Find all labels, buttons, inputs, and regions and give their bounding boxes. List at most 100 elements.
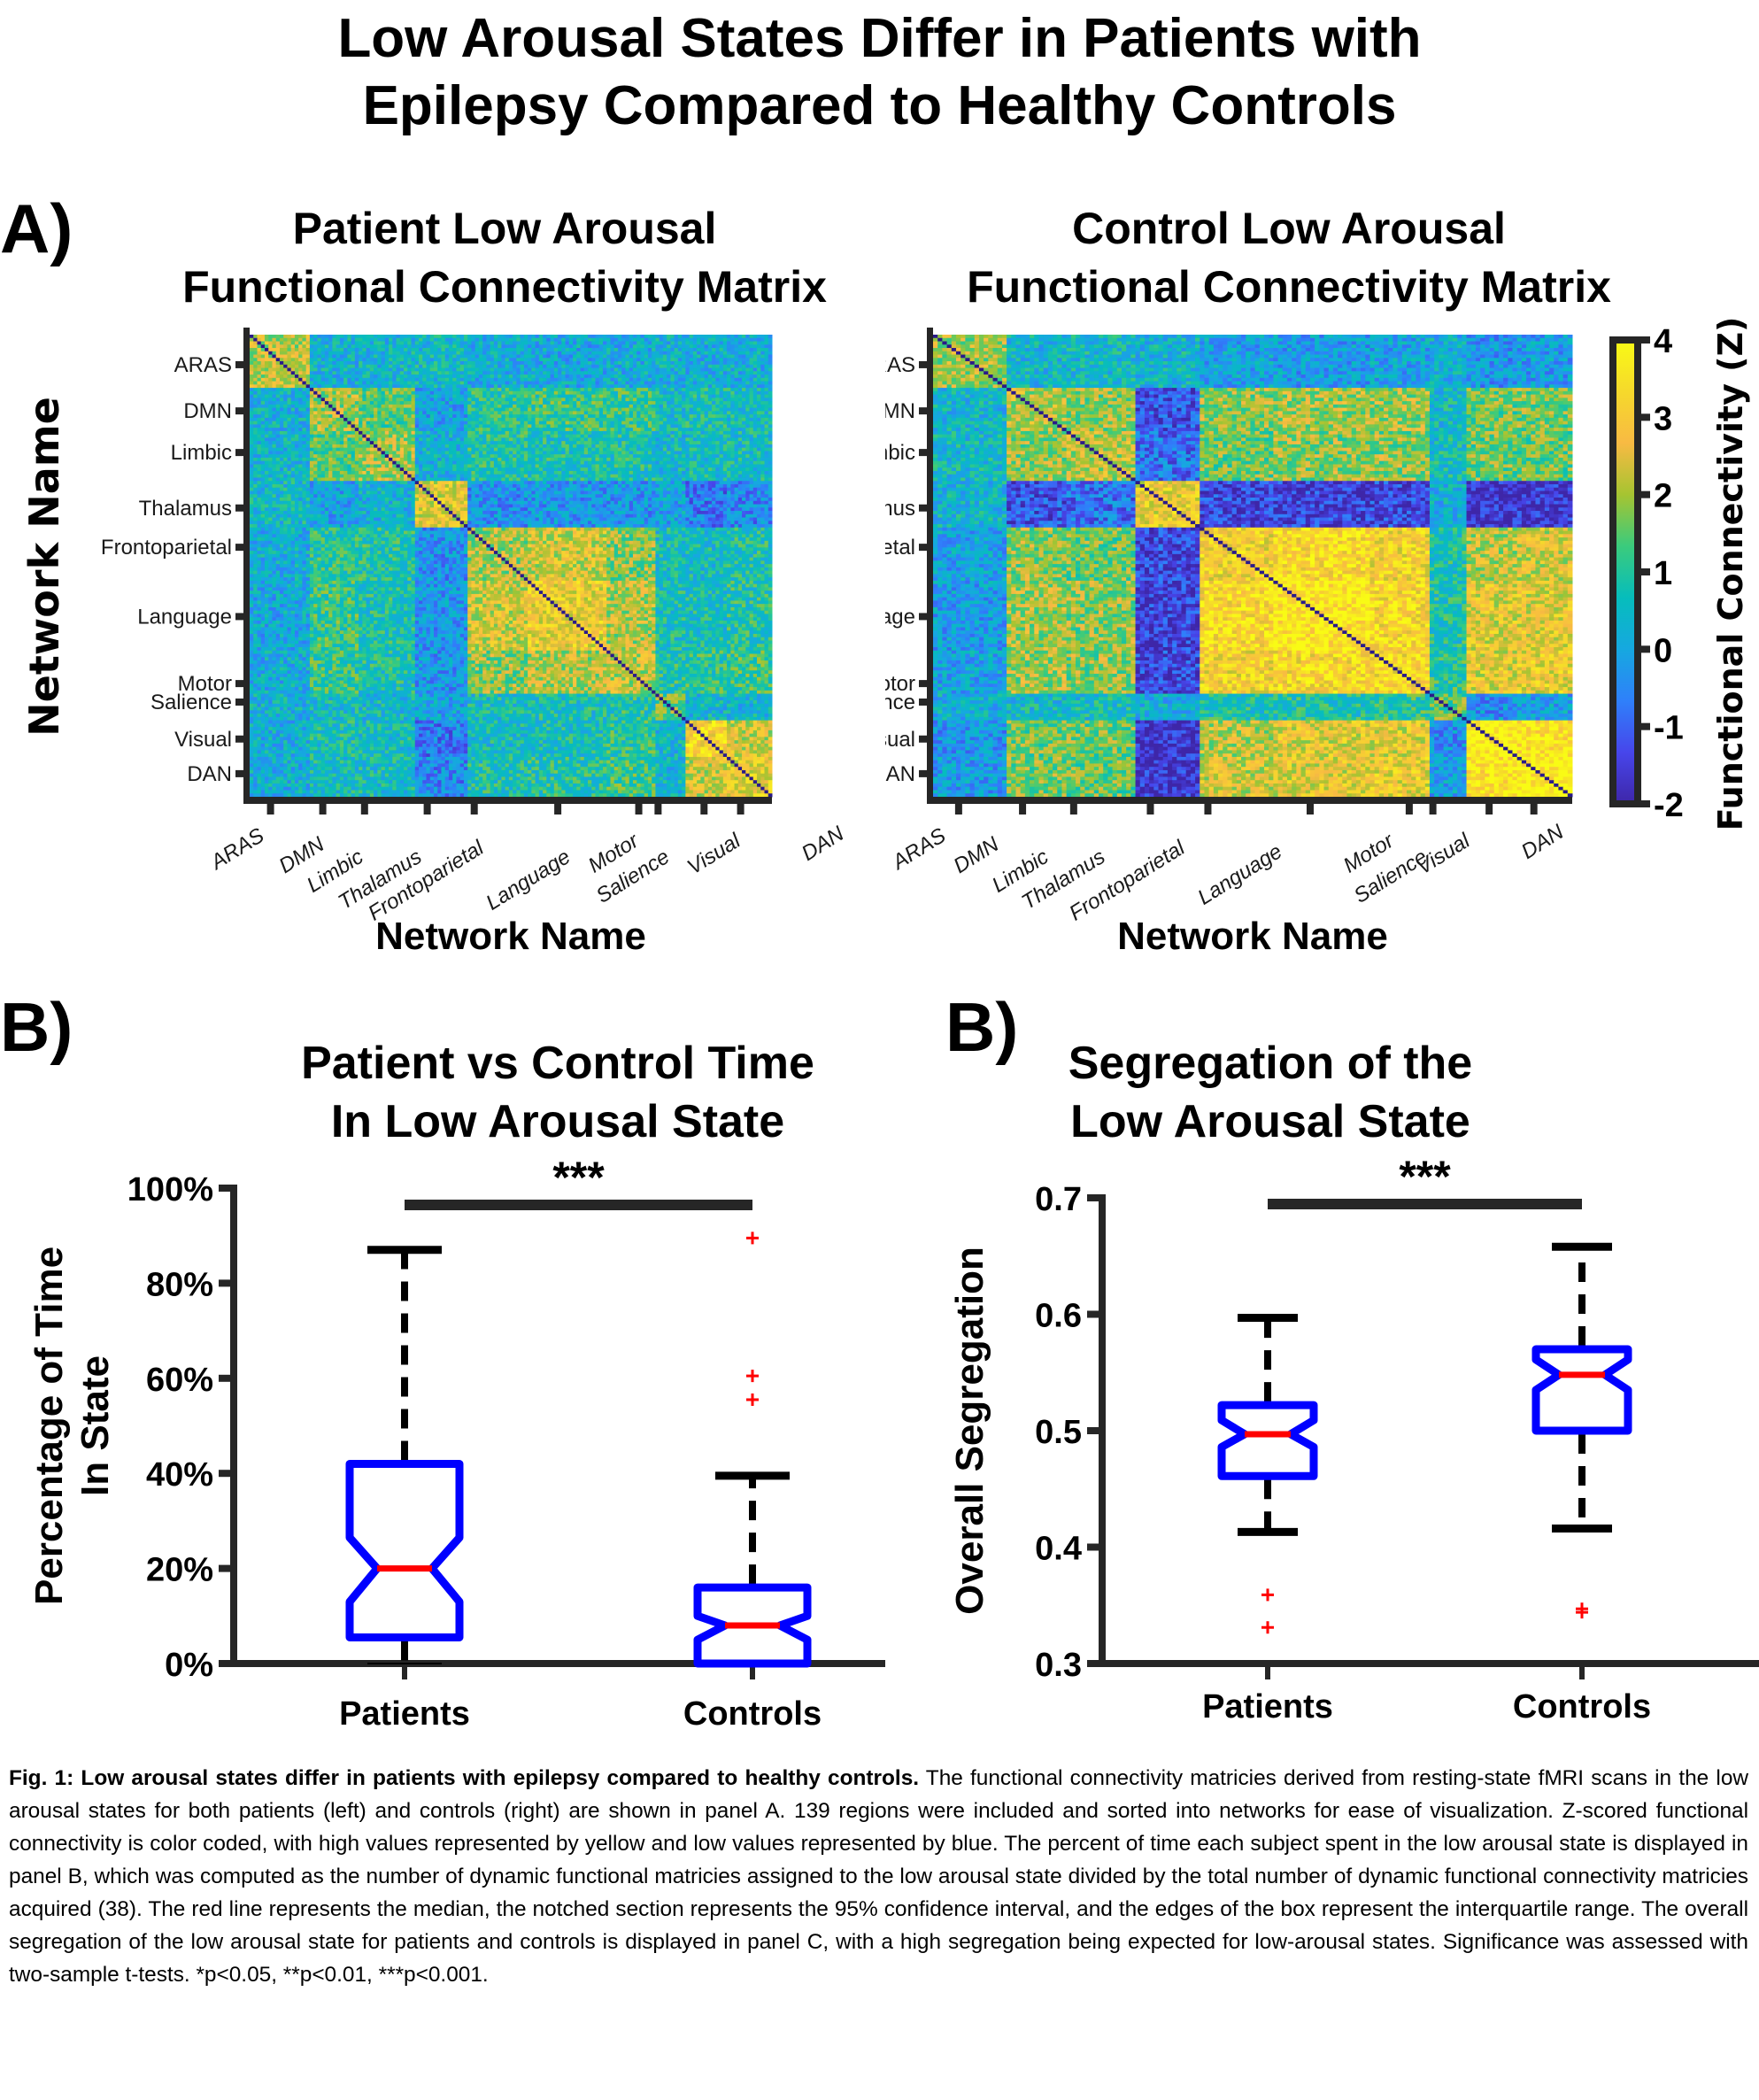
heatmap-cell	[486, 394, 491, 398]
heatmap-cell	[734, 341, 739, 345]
heatmap-cell	[260, 381, 266, 385]
heatmap-cell	[764, 430, 769, 436]
heatmap-cell	[727, 335, 731, 339]
heatmap-cell	[414, 364, 420, 369]
heatmap-cell	[674, 404, 679, 409]
heatmap-cell	[426, 417, 431, 422]
heatmap-cell	[670, 377, 675, 382]
heatmap-cell	[621, 341, 626, 345]
heatmap-cell	[305, 351, 311, 356]
heatmap-cell	[722, 381, 728, 385]
heatmap-cell	[606, 384, 611, 389]
heatmap-cell	[531, 351, 536, 356]
heatmap-cell	[670, 341, 675, 345]
heatmap-cell	[523, 354, 528, 359]
heatmap-cell	[558, 374, 562, 379]
heatmap-cell	[493, 337, 498, 343]
heatmap-cell	[463, 361, 468, 366]
heatmap-cell	[257, 361, 262, 366]
heatmap-cell	[704, 394, 709, 398]
heatmap-cell	[550, 424, 555, 428]
heatmap-cell	[768, 424, 773, 428]
heatmap-cell	[659, 364, 664, 369]
heatmap-cell	[482, 404, 487, 409]
heatmap-cell	[320, 394, 326, 398]
heatmap-cell	[490, 335, 495, 339]
heatmap-cell	[362, 394, 367, 398]
heatmap-cell	[478, 361, 483, 366]
heatmap-cell	[396, 441, 401, 445]
heatmap-cell	[644, 401, 649, 405]
heatmap-cell	[396, 341, 401, 345]
heatmap-cell	[493, 371, 498, 375]
heatmap-cell	[389, 381, 393, 385]
heatmap-cell	[752, 390, 758, 396]
heatmap-cell	[513, 404, 517, 409]
heatmap-cell	[268, 344, 273, 349]
heatmap-cell	[583, 335, 589, 339]
heatmap-cell	[392, 335, 397, 339]
heatmap-cell	[760, 398, 766, 402]
heatmap-cell	[598, 335, 604, 339]
heatmap-cell	[392, 371, 397, 375]
heatmap-cell	[576, 424, 582, 428]
heatmap-cell	[730, 401, 736, 405]
heatmap-cell	[505, 441, 510, 445]
heatmap-cell	[722, 424, 728, 428]
heatmap-cell	[478, 430, 483, 436]
heatmap-cell	[583, 348, 589, 352]
heatmap-cell	[260, 358, 266, 362]
heatmap-cell	[727, 344, 731, 349]
heatmap-cell	[404, 351, 408, 356]
heatmap-cell	[598, 444, 604, 449]
heatmap-cell	[625, 344, 630, 349]
heatmap-cell	[685, 337, 690, 343]
heatmap-cell	[700, 354, 706, 359]
heatmap-cell	[715, 390, 721, 396]
heatmap-cell	[448, 388, 453, 392]
heatmap-cell	[505, 354, 510, 359]
heatmap-cell	[727, 447, 731, 452]
heatmap-cell	[561, 444, 567, 449]
heatmap-cell	[629, 384, 634, 389]
heatmap-cell	[573, 421, 577, 425]
heatmap-cell	[305, 394, 311, 398]
heatmap-cell	[685, 447, 690, 452]
heatmap-cell	[697, 335, 701, 339]
heatmap-cell	[704, 437, 709, 442]
heatmap-cell	[576, 394, 582, 398]
heatmap-cell	[685, 407, 690, 412]
heatmap-cell	[264, 361, 269, 366]
heatmap-cell	[652, 444, 656, 449]
heatmap-cell	[298, 394, 303, 398]
heatmap-cell	[429, 337, 435, 343]
heatmap-cell	[636, 411, 641, 415]
heatmap-cell	[268, 367, 273, 372]
heatmap-cell	[550, 351, 555, 356]
heatmap-cell	[272, 388, 277, 392]
heatmap-cell	[535, 371, 540, 375]
heatmap-cell	[730, 384, 736, 389]
heatmap-cell	[290, 390, 296, 396]
heatmap-cell	[257, 421, 262, 425]
heatmap-cell	[757, 428, 761, 432]
heatmap-cell	[399, 388, 405, 392]
heatmap-cell	[471, 394, 476, 398]
heatmap-cell	[490, 348, 495, 352]
heatmap-cell	[505, 337, 510, 343]
heatmap-cell	[617, 444, 622, 449]
heatmap-cell	[662, 374, 667, 379]
heatmap-cell	[647, 367, 652, 372]
heatmap-cell	[558, 361, 562, 366]
heatmap-cell	[384, 351, 390, 356]
heatmap-cell	[268, 417, 273, 422]
heatmap-cell	[629, 344, 634, 349]
heatmap-cell	[520, 407, 525, 412]
heatmap-cell	[613, 384, 619, 389]
heatmap-cell	[764, 348, 769, 352]
heatmap-cell	[573, 377, 577, 382]
heatmap-cell	[444, 444, 450, 449]
heatmap-cell	[640, 335, 645, 339]
heatmap-cell	[328, 351, 333, 356]
heatmap-cell	[595, 414, 600, 419]
